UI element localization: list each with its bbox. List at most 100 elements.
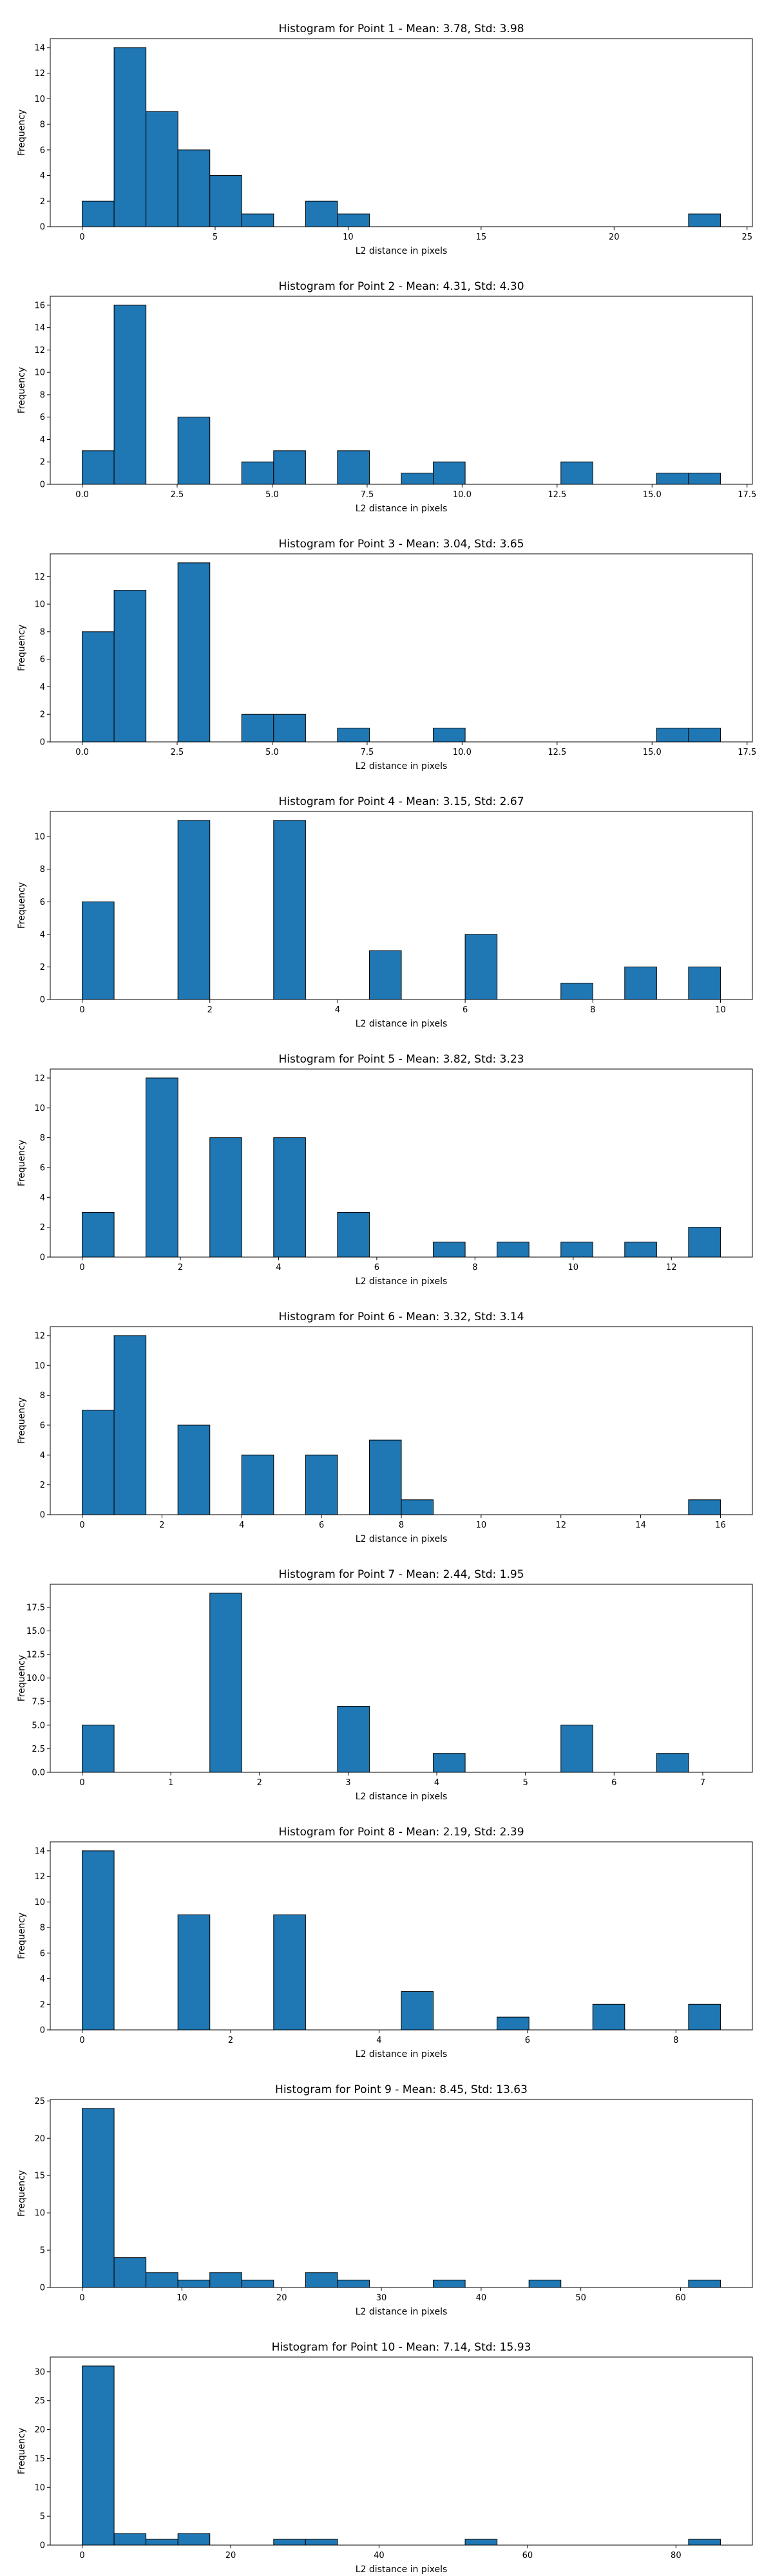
histogram-bar — [82, 1410, 115, 1515]
y-tick-label: 2 — [40, 710, 45, 720]
y-tick-label: 12 — [34, 1872, 45, 1882]
chart-title: Histogram for Point 5 - Mean: 3.82, Std:… — [278, 1053, 524, 1066]
histogram-bar — [82, 200, 115, 227]
histogram-bar — [497, 1242, 530, 1258]
x-tick-label: 20 — [609, 232, 620, 242]
y-axis-label: Frequency — [17, 2428, 27, 2474]
histogram-bar — [177, 2533, 211, 2546]
x-tick-label: 10.0 — [453, 748, 472, 757]
histogram-bar — [177, 1914, 211, 2031]
y-tick-label: 10 — [34, 2483, 45, 2493]
x-axis-label: L2 distance in pixels — [356, 1792, 448, 1802]
histogram-bar — [688, 213, 721, 227]
y-axis-label: Frequency — [17, 1913, 27, 1959]
y-tick-label: 7.5 — [32, 1698, 45, 1707]
x-tick-label: 60 — [522, 2551, 533, 2561]
histogram-bar — [337, 728, 370, 743]
y-tick-label: 12 — [34, 69, 45, 79]
y-axis-label: Frequency — [17, 1655, 27, 1701]
x-tick-label: 0 — [79, 1520, 84, 1530]
histogram-bar — [146, 111, 178, 227]
x-tick-label: 20 — [225, 2551, 236, 2561]
x-tick-label: 40 — [374, 2551, 385, 2561]
histogram-bar — [177, 149, 211, 227]
chart-title: Histogram for Point 8 - Mean: 2.19, Std:… — [278, 1826, 524, 1839]
histogram-bar — [497, 2016, 530, 2031]
x-tick-label: 0 — [79, 1263, 84, 1273]
axes-frame — [50, 1584, 753, 1773]
x-axis-label: L2 distance in pixels — [356, 246, 448, 256]
histogram-bar — [433, 1242, 466, 1258]
x-axis-label: L2 distance in pixels — [356, 2049, 448, 2060]
x-tick-label: 0.0 — [75, 490, 89, 500]
x-tick-label: 10 — [715, 1005, 726, 1015]
x-axis-label: L2 distance in pixels — [356, 761, 448, 772]
x-tick-label: 12 — [666, 1263, 677, 1273]
y-axis-label: Frequency — [17, 109, 27, 156]
histogram-bar — [273, 450, 306, 485]
x-tick-label: 12.5 — [548, 490, 566, 500]
x-tick-label: 2 — [207, 1005, 213, 1015]
y-tick-label: 15 — [34, 2454, 45, 2464]
y-tick-label: 10 — [34, 600, 45, 610]
y-tick-label: 4 — [40, 683, 45, 692]
histogram-bar — [560, 1725, 593, 1773]
y-tick-label: 10 — [34, 1361, 45, 1371]
histogram-bar — [560, 983, 593, 1000]
y-tick-label: 0 — [40, 2284, 45, 2293]
x-tick-label: 50 — [575, 2293, 586, 2303]
x-tick-label: 5 — [523, 1778, 528, 1788]
x-tick-label: 12.5 — [548, 748, 566, 757]
y-tick-label: 6 — [40, 413, 45, 422]
histogram-bar — [624, 966, 657, 1000]
x-tick-label: 10 — [476, 1520, 487, 1530]
y-tick-label: 10 — [34, 368, 45, 378]
histogram-bar — [656, 473, 689, 485]
histogram-bar — [82, 901, 115, 1000]
histogram-bar — [146, 2272, 178, 2288]
chart-panel: Histogram for Point 6 - Mean: 3.32, Std:… — [17, 1311, 753, 1544]
histogram-bar — [592, 2003, 625, 2031]
y-tick-label: 2 — [40, 2000, 45, 2010]
histogram-bar — [273, 714, 306, 743]
y-tick-label: 20 — [34, 2134, 45, 2144]
chart-panel: Histogram for Point 1 - Mean: 3.78, Std:… — [17, 23, 753, 256]
histogram-bar — [273, 1137, 306, 1258]
x-tick-label: 15.0 — [643, 490, 662, 500]
histogram-bar — [401, 1499, 434, 1515]
y-tick-label: 15.0 — [26, 1627, 45, 1636]
x-tick-label: 3 — [345, 1778, 350, 1788]
x-tick-label: 10 — [177, 2293, 187, 2303]
histogram-bar — [688, 728, 721, 743]
chart-panel: Histogram for Point 8 - Mean: 2.19, Std:… — [17, 1826, 753, 2060]
chart-title: Histogram for Point 2 - Mean: 4.31, Std:… — [278, 280, 524, 293]
y-tick-label: 6 — [40, 1949, 45, 1958]
histogram-bar — [464, 934, 498, 1000]
axes-frame — [50, 1068, 753, 1258]
histogram-bar — [113, 305, 147, 485]
histogram-bar — [688, 2539, 721, 2546]
histogram-bar — [368, 1439, 402, 1515]
x-tick-label: 6 — [525, 2036, 530, 2045]
x-axis-label: L2 distance in pixels — [356, 1276, 448, 1287]
x-tick-label: 4 — [434, 1778, 439, 1788]
y-tick-label: 4 — [40, 1975, 45, 1984]
y-tick-label: 5 — [40, 2512, 45, 2522]
histogram-bar — [82, 1850, 115, 2031]
chart-panel: Histogram for Point 10 - Mean: 7.14, Std… — [17, 2341, 753, 2575]
histogram-bar — [113, 590, 147, 743]
histogram-bar — [177, 2279, 211, 2288]
y-tick-label: 2 — [40, 1223, 45, 1233]
histogram-bar — [688, 2003, 721, 2031]
histogram-bar — [305, 200, 338, 227]
y-tick-label: 0 — [40, 1253, 45, 1263]
x-tick-label: 0 — [79, 1005, 84, 1015]
x-axis-label: L2 distance in pixels — [356, 504, 448, 514]
x-tick-label: 80 — [671, 2551, 682, 2561]
chart-panel: Histogram for Point 2 - Mean: 4.31, Std:… — [17, 280, 756, 514]
histogram-bar — [688, 1227, 721, 1258]
y-tick-label: 10 — [34, 1898, 45, 1908]
x-axis-label: L2 distance in pixels — [356, 2564, 448, 2575]
y-tick-label: 0 — [40, 1511, 45, 1520]
